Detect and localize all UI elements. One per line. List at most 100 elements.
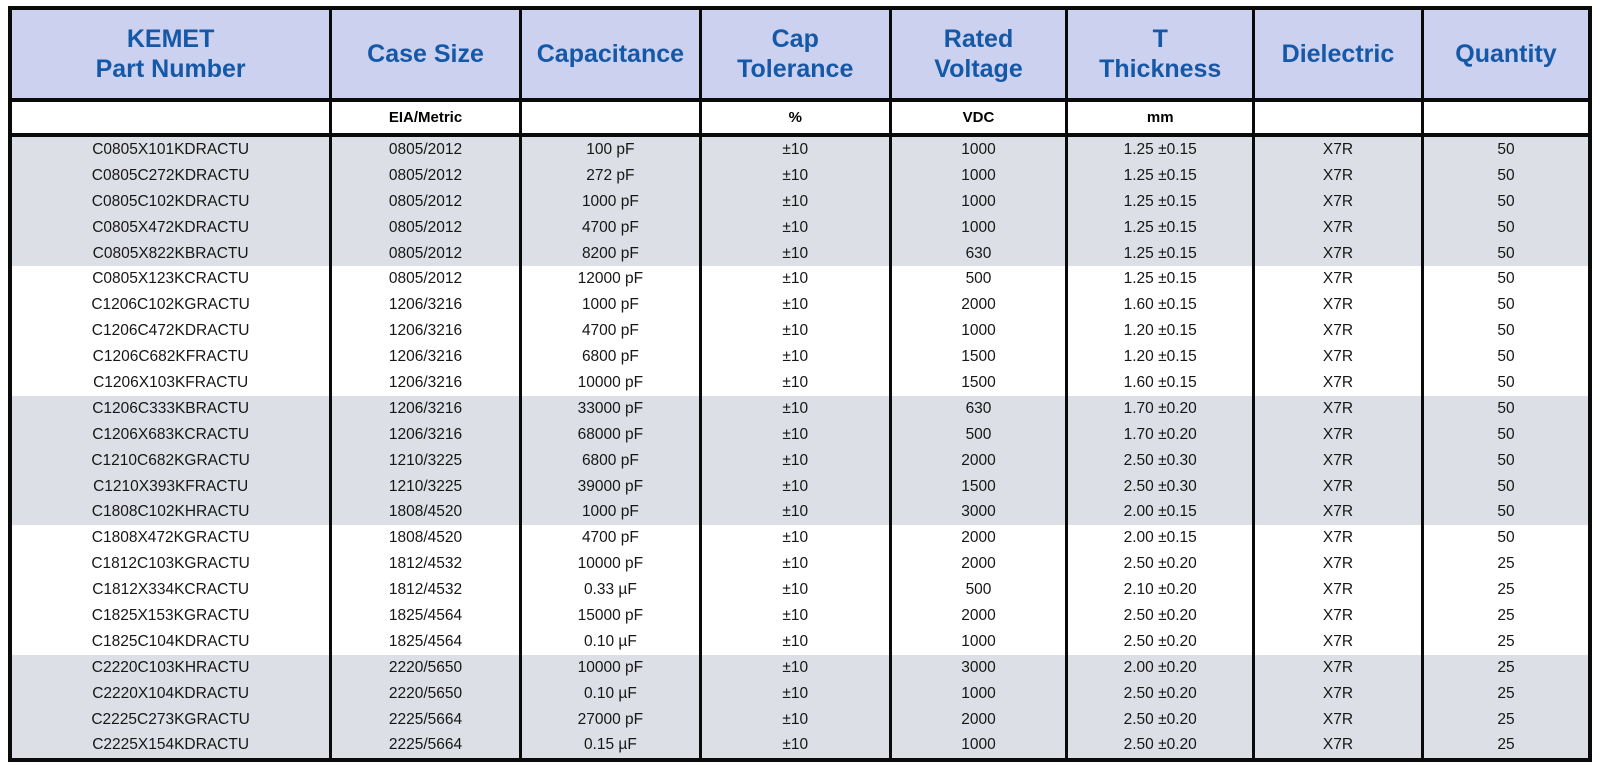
cell: C0805X822KBRACTU	[8, 240, 333, 267]
cell: 0805/2012	[329, 266, 522, 293]
cell: 1206/3216	[329, 395, 522, 422]
cell: 1000 pF	[518, 188, 702, 215]
cell: X7R	[1251, 135, 1424, 163]
table-row: C1812C103KGRACTU 1812/4532 10000 pF ±10 2000…	[8, 551, 1592, 578]
cell: 25	[1420, 654, 1592, 681]
cell: C1808X472KGRACTU	[8, 525, 333, 552]
cell: C1206X103KFRACTU	[8, 370, 333, 396]
cell: 1000	[888, 732, 1069, 761]
cell: 2.50 ±0.20	[1065, 551, 1255, 578]
table-row: C1825C104KDRACTU 1825/4564 0.10 µF ±10 1000 2…	[8, 628, 1592, 655]
cell: X7R	[1251, 266, 1424, 293]
cell: ±10	[698, 214, 892, 241]
cell: 50	[1420, 421, 1592, 448]
table-row: C0805X123KCRACTU 0805/2012 12000 pF ±10 500 1…	[8, 266, 1592, 293]
cell: X7R	[1251, 551, 1424, 578]
cell: X7R	[1251, 499, 1424, 526]
column-header-capacitance: Capacitance	[518, 8, 702, 102]
cell: 2000	[888, 706, 1069, 733]
table-row: C1206C333KBRACTU 1206/3216 33000 pF ±10 630 1…	[8, 395, 1592, 422]
column-header-thickness: T Thickness	[1065, 8, 1255, 102]
cell: 0.15 µF	[518, 732, 702, 761]
cell: 50	[1420, 447, 1592, 474]
cell: C1210X393KFRACTU	[8, 473, 333, 500]
cell: 1000	[888, 318, 1069, 345]
table-header: KEMET Part Number Case Size Capacitance …	[8, 8, 1592, 137]
cell: 0805/2012	[329, 135, 522, 163]
cell: 50	[1420, 135, 1592, 163]
cell: 1000	[888, 680, 1069, 707]
cell: 15000 pF	[518, 603, 702, 629]
cell: X7R	[1251, 680, 1424, 707]
cell: X7R	[1251, 214, 1424, 241]
cell: ±10	[698, 499, 892, 526]
cell: C1808C102KHRACTU	[8, 499, 333, 526]
cell: C2225X154KDRACTU	[8, 732, 333, 761]
table-row: C2225X154KDRACTU 2225/5664 0.15 µF ±10 1000 2…	[8, 732, 1592, 761]
cell: X7R	[1251, 603, 1424, 629]
cell: 1.70 ±0.20	[1065, 421, 1255, 448]
cell: 1206/3216	[329, 318, 522, 345]
column-header-quantity: Quantity	[1420, 8, 1592, 102]
cell: 12000 pF	[518, 266, 702, 293]
cell: X7R	[1251, 577, 1424, 604]
cell: 0.10 µF	[518, 680, 702, 707]
cell: 1825/4564	[329, 628, 522, 655]
cell: 2000	[888, 603, 1069, 629]
cell: 1210/3225	[329, 473, 522, 500]
unit-cell-capacitance	[518, 100, 702, 137]
cell: 1825/4564	[329, 603, 522, 629]
cell: ±10	[698, 628, 892, 655]
cell: 50	[1420, 162, 1592, 189]
column-header-part-number: KEMET Part Number	[8, 8, 333, 102]
cell: 1000 pF	[518, 292, 702, 319]
cell: 272 pF	[518, 162, 702, 189]
cell: 2.10 ±0.20	[1065, 577, 1255, 604]
cell: 1812/4532	[329, 577, 522, 604]
unit-cell-case-size: EIA/Metric	[329, 100, 522, 137]
cell: 50	[1420, 370, 1592, 396]
cell: 1000	[888, 188, 1069, 215]
cell: ±10	[698, 292, 892, 319]
table-row: C1206X683KCRACTU 1206/3216 68000 pF ±10 500 1…	[8, 421, 1592, 448]
table-row: C1210C682KGRACTU 1210/3225 6800 pF ±10 2000 2…	[8, 447, 1592, 474]
cell: 2000	[888, 551, 1069, 578]
cell: C1206C682KFRACTU	[8, 344, 333, 371]
unit-cell-rated-voltage: VDC	[888, 100, 1069, 137]
cell: 25	[1420, 603, 1592, 629]
cell: C0805X123KCRACTU	[8, 266, 333, 293]
cell: 8200 pF	[518, 240, 702, 267]
cell: 1812/4532	[329, 551, 522, 578]
cell: X7R	[1251, 292, 1424, 319]
cell: 2.00 ±0.15	[1065, 525, 1255, 552]
cell: ±10	[698, 680, 892, 707]
cell: 0.33 µF	[518, 577, 702, 604]
table-row: C1210X393KFRACTU 1210/3225 39000 pF ±10 1500…	[8, 473, 1592, 500]
cell: 2.50 ±0.20	[1065, 732, 1255, 761]
cell: 68000 pF	[518, 421, 702, 448]
cell: 25	[1420, 680, 1592, 707]
cell: 1210/3225	[329, 447, 522, 474]
table-row: C0805C102KDRACTU 0805/2012 1000 pF ±10 1000 1…	[8, 188, 1592, 215]
cell: 2220/5650	[329, 654, 522, 681]
cell: ±10	[698, 603, 892, 629]
cell: 4700 pF	[518, 525, 702, 552]
cell: 0805/2012	[329, 240, 522, 267]
cell: 6800 pF	[518, 344, 702, 371]
cell: X7R	[1251, 344, 1424, 371]
cell: 2.50 ±0.20	[1065, 680, 1255, 707]
cell: 10000 pF	[518, 551, 702, 578]
table-row: C1825X153KGRACTU 1825/4564 15000 pF ±10 2000…	[8, 603, 1592, 629]
cell: 50	[1420, 395, 1592, 422]
cell: C1210C682KGRACTU	[8, 447, 333, 474]
cell: 25	[1420, 706, 1592, 733]
cell: 25	[1420, 551, 1592, 578]
cell: 2225/5664	[329, 706, 522, 733]
table-row: C0805X822KBRACTU 0805/2012 8200 pF ±10 630 1.…	[8, 240, 1592, 267]
cell: 1000	[888, 135, 1069, 163]
cell: ±10	[698, 318, 892, 345]
cell: X7R	[1251, 654, 1424, 681]
table-row: C1206C472KDRACTU 1206/3216 4700 pF ±10 1000 1…	[8, 318, 1592, 345]
table-body: C0805X101KDRACTU 0805/2012 100 pF ±10 1000 1.…	[8, 135, 1592, 761]
